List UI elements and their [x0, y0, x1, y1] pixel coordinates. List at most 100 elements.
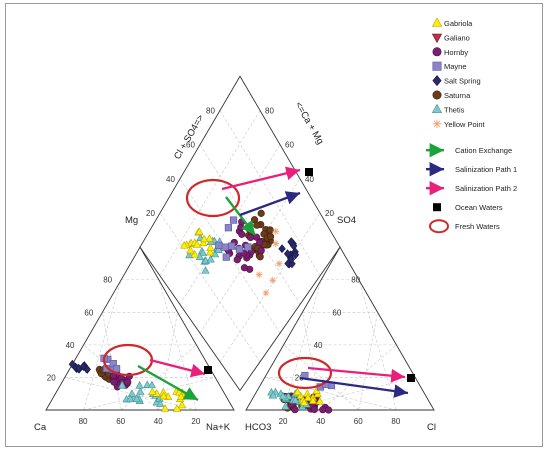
diagram-ticks: 20 20 20 20 20 20 40 40 40 40 40 40 60 60 60 60 60 60 80 80… [47, 106, 401, 426]
data-point-thetis [269, 390, 278, 399]
data-point-gabriola [205, 234, 214, 242]
tick-label-diamond-left-80: 80 [206, 106, 215, 115]
data-point-yellow-point [255, 271, 263, 278]
legend-marker-gabriola [431, 17, 443, 27]
data-point-gabriola [205, 247, 215, 256]
legend-label-thetis: Thetis [444, 105, 465, 114]
anion-triangle-gridline [358, 279, 397, 411]
data-point-hornby [324, 406, 333, 414]
legend-label-hornby: Hornby [444, 48, 468, 57]
salinization-path-2-arrow [149, 358, 206, 378]
data-point-hornby [110, 378, 118, 386]
tick-label-diamond-right-60: 60 [285, 141, 294, 150]
label-nak: Na+K [206, 422, 231, 433]
legend-item-cation-exchange: Cation Exchange [426, 142, 512, 158]
tick-label-diamond-left-40: 40 [166, 175, 175, 184]
data-point-gabriola [315, 396, 325, 405]
data-point-gabriola [177, 400, 187, 409]
legend-marker-yellow-point [432, 119, 442, 128]
data-point-mayne [244, 243, 252, 251]
data-point-thetis [156, 399, 165, 407]
data-point-hornby [246, 233, 255, 242]
data-point-mayne [235, 245, 244, 253]
data-point-gabriola [303, 393, 313, 401]
cation-triangle-gridline [102, 312, 122, 411]
data-point-thetis [278, 391, 288, 400]
legend-square [433, 203, 441, 212]
label-mg: Mg [125, 215, 138, 226]
data-point-mayne [112, 365, 121, 373]
data-points [68, 209, 336, 414]
data-point-gabriola [206, 243, 215, 252]
tick-label-cl-40: 40 [316, 417, 325, 426]
data-point-thetis [291, 395, 300, 404]
ocean-waters-marker [305, 168, 313, 176]
data-point-saturna [253, 221, 261, 229]
data-point-gabriola [160, 404, 170, 412]
data-point-hornby [238, 230, 246, 238]
data-point-hornby [233, 256, 241, 264]
label-cl: Cl [427, 422, 436, 433]
tick-label-diamond-left-60: 60 [186, 141, 195, 150]
tick-label-cl-60: 60 [354, 417, 363, 426]
cation-exchange-arrow [137, 364, 199, 402]
cation-triangle-gridline [83, 279, 122, 411]
legend-marker-saturna [432, 90, 442, 100]
legend-marker-salt-spring [432, 75, 442, 87]
legend-label-salt-spring: Salt Spring [444, 77, 481, 86]
diamond-gridline [199, 144, 301, 305]
legend-label-salinization-path-2: Salinization Path 2 [455, 184, 517, 193]
tick-label-diamond-right-80: 80 [265, 106, 274, 115]
annotation-overlays [102, 166, 415, 402]
legend-label-saturna: Saturna [444, 91, 471, 100]
legend-item-fresh-waters: Fresh Waters [429, 219, 500, 234]
data-point-salt-spring [288, 259, 296, 269]
data-point-hornby [257, 247, 265, 255]
cation-triangle-gridline [83, 344, 159, 411]
legend-label-ocean-waters: Ocean Waters [455, 203, 503, 212]
data-point-salt-spring [283, 249, 292, 259]
legend: Gabriola Galiano Hornby Mayne Salt Spring Sat… [426, 17, 517, 234]
anion-triangle-outline [245, 246, 435, 411]
data-point-gabriola [293, 387, 302, 396]
data-point-gabriola [300, 398, 309, 406]
legend-label-gabriola: Gabriola [444, 19, 473, 28]
data-point-yellow-point [262, 289, 270, 297]
tick-label-mg-20: 20 [47, 373, 56, 382]
data-point-thetis [135, 381, 144, 389]
data-point-hornby [291, 406, 299, 414]
data-point-hornby [256, 238, 264, 246]
data-point-saturna [266, 226, 274, 234]
legend-label-fresh-waters: Fresh Waters [455, 222, 500, 231]
legend-item-yellow-point: Yellow Point [432, 119, 485, 129]
data-point-salt-spring [75, 363, 83, 373]
diamond-gridline [179, 144, 281, 305]
tick-label-so4-20: 20 [295, 373, 304, 382]
label-diamond-left: Cl + SO4=> [172, 112, 207, 161]
tick-label-ca-40: 40 [154, 417, 163, 426]
legend-label-galiano: Galiano [444, 33, 470, 42]
data-point-hornby [240, 264, 249, 272]
label-hco3: HCO3 [245, 422, 271, 433]
data-point-thetis [201, 266, 210, 274]
label-ca: Ca [34, 422, 47, 433]
legend-item-salinization-path-2: Salinization Path 2 [426, 180, 517, 196]
chart-frame [5, 3, 543, 447]
tick-label-mg-60: 60 [84, 308, 93, 317]
legend-ellipse [429, 219, 449, 234]
label-so4: SO4 [337, 215, 356, 226]
data-point-saturna [256, 253, 264, 261]
data-point-thetis [132, 394, 141, 403]
legend-label-mayne: Mayne [444, 62, 467, 71]
legend-item-thetis: Thetis [431, 103, 465, 114]
legend-item-galiano: Galiano [431, 33, 470, 44]
tick-label-diamond-left-20: 20 [146, 209, 155, 218]
data-point-mayne [222, 253, 230, 261]
tick-label-ca-60: 60 [116, 417, 125, 426]
tick-label-mg-40: 40 [66, 341, 75, 350]
tick-label-cl-20: 20 [279, 417, 288, 426]
data-point-thetis [126, 394, 135, 403]
diamond-gridline [159, 110, 261, 276]
data-point-gabriola [172, 404, 182, 412]
data-point-thetis [214, 245, 223, 253]
